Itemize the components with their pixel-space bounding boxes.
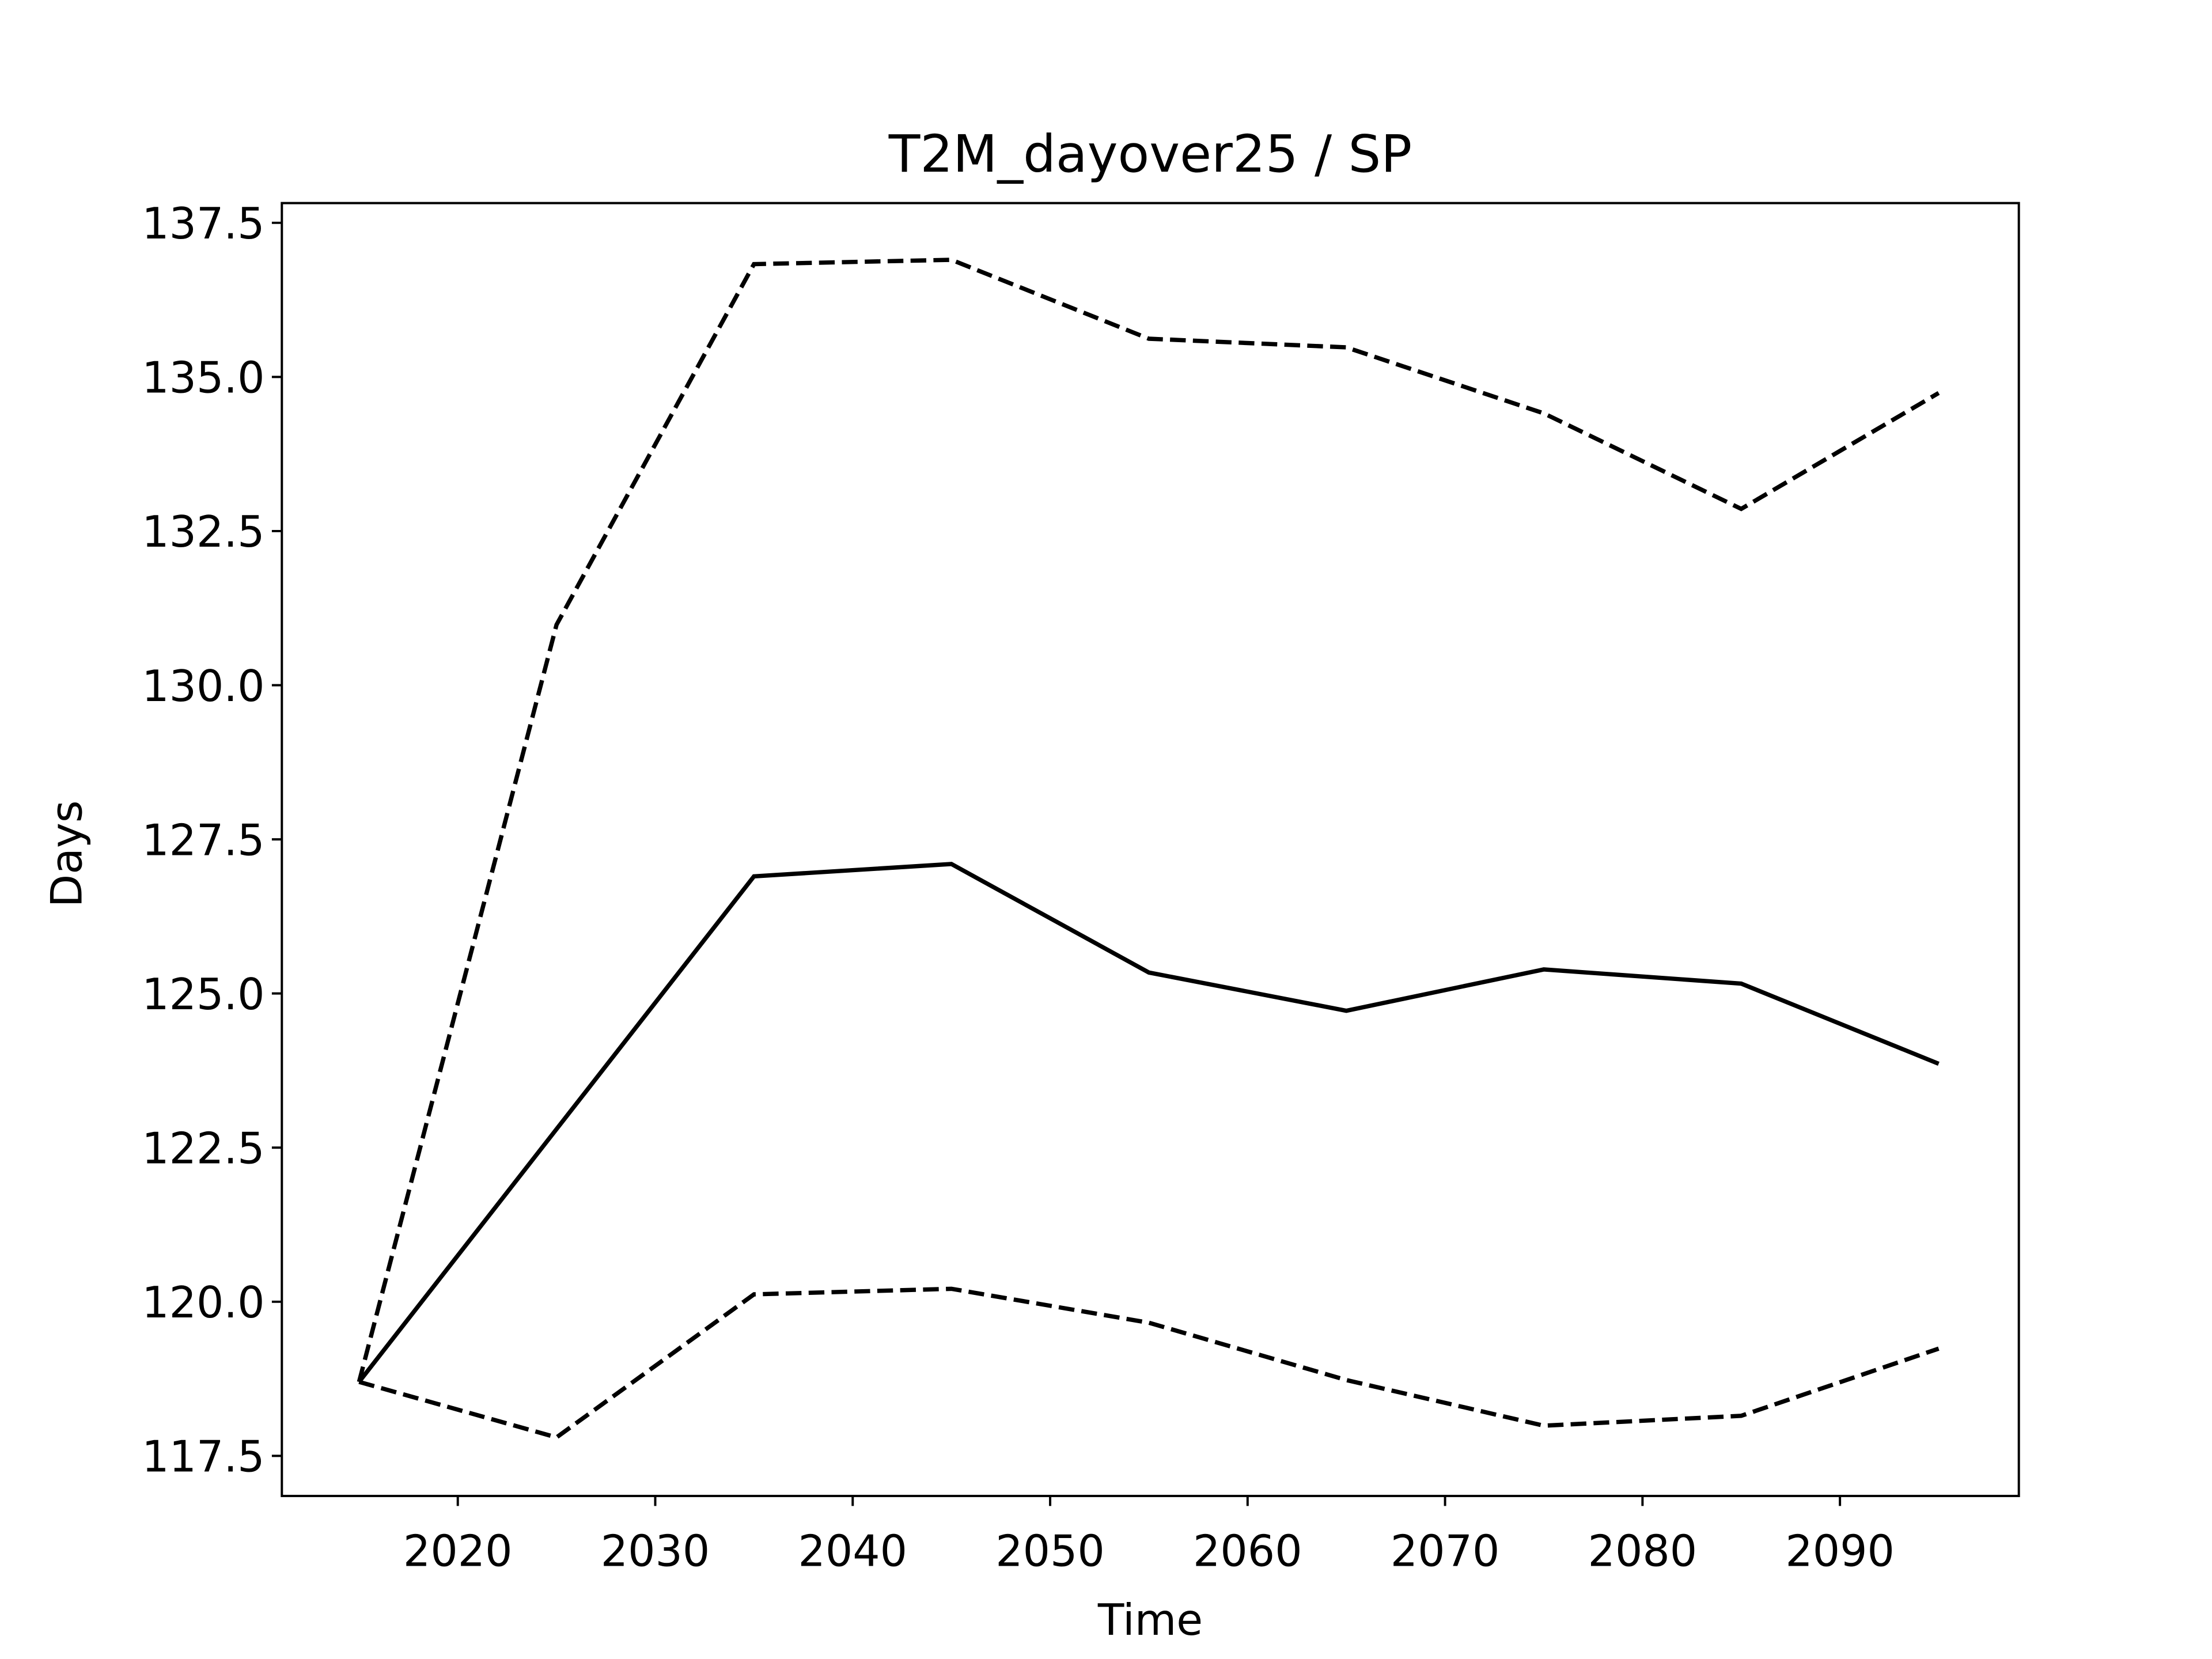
y-tick-label: 117.5 [142,1432,264,1482]
x-tick-label: 2080 [1588,1527,1698,1577]
y-tick-label: 130.0 [142,661,264,711]
x-axis-label: Time [1097,1595,1203,1645]
x-tick-label: 2070 [1391,1527,1500,1577]
x-tick-label: 2020 [403,1527,513,1577]
y-tick-label: 137.5 [142,199,264,249]
x-tick-label: 2030 [601,1527,710,1577]
y-tick-label: 122.5 [142,1124,264,1174]
series-line [357,257,1940,1382]
y-tick-label: 125.0 [142,969,264,1020]
y-tick-label: 127.5 [142,815,264,865]
x-tick-label: 2060 [1193,1527,1302,1577]
x-tick-label: 2090 [1785,1527,1895,1577]
y-tick-label: 132.5 [142,507,264,557]
series-line [357,862,1940,1384]
chart-title: T2M_dayover25 / SP [888,124,1412,184]
plot-frame [281,202,2020,1497]
series-line [358,1286,1940,1440]
x-tick-label: 2050 [995,1527,1105,1577]
x-tick-label: 2040 [798,1527,907,1577]
y-tick-label: 120.0 [142,1278,264,1328]
y-tick-label: 135.0 [142,353,264,403]
y-axis-label: Days [42,800,92,907]
